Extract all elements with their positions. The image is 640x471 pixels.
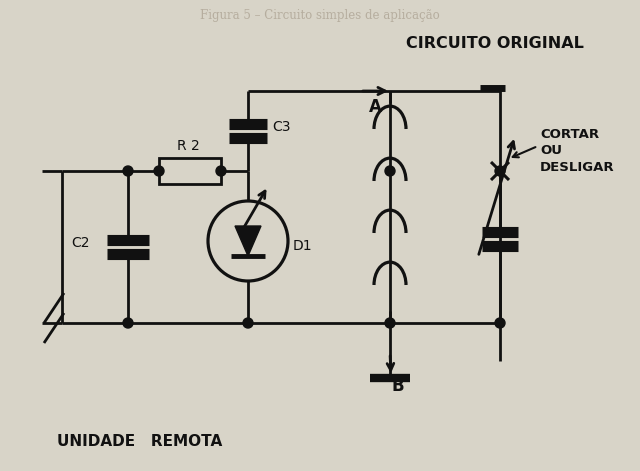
Text: C3: C3 — [272, 120, 291, 134]
Circle shape — [495, 166, 505, 176]
Circle shape — [216, 166, 226, 176]
Text: A: A — [369, 98, 381, 116]
Text: CORTAR
OU
DESLIGAR: CORTAR OU DESLIGAR — [540, 128, 614, 174]
Text: R 2: R 2 — [177, 139, 200, 153]
Circle shape — [123, 318, 133, 328]
Circle shape — [154, 166, 164, 176]
Circle shape — [385, 318, 395, 328]
Text: UNIDADE   REMOTA: UNIDADE REMOTA — [58, 433, 223, 448]
Circle shape — [123, 166, 133, 176]
Text: CIRCUITO ORIGINAL: CIRCUITO ORIGINAL — [406, 35, 584, 50]
Polygon shape — [235, 226, 261, 256]
Circle shape — [243, 318, 253, 328]
Circle shape — [385, 166, 395, 176]
Bar — [159, 158, 221, 184]
Text: Figura 5 – Circuito simples de aplicação: Figura 5 – Circuito simples de aplicação — [200, 8, 440, 22]
Circle shape — [495, 318, 505, 328]
Text: C2: C2 — [72, 236, 90, 250]
Text: B: B — [392, 377, 404, 395]
Text: D1: D1 — [293, 239, 312, 253]
